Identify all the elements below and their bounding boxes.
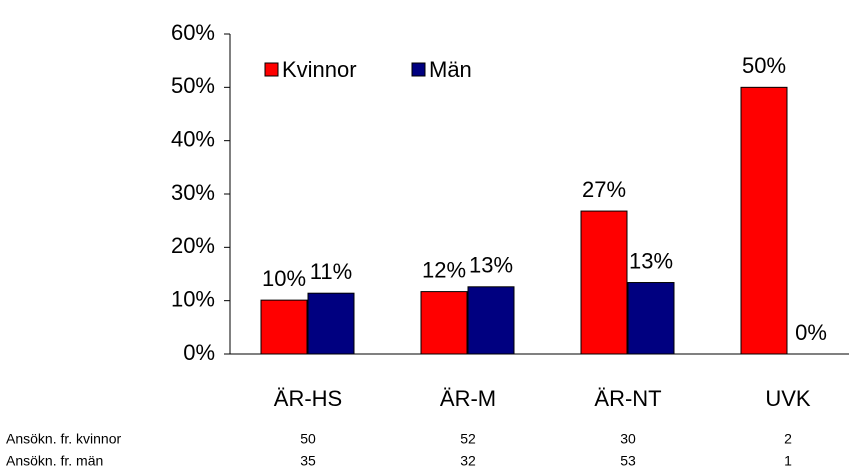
x-tick-label: ÄR-HS bbox=[274, 386, 342, 411]
y-tick-label: 60% bbox=[171, 20, 215, 45]
table-cell: 30 bbox=[620, 431, 636, 447]
legend-swatch bbox=[264, 62, 279, 77]
value-label: 10% bbox=[262, 266, 306, 291]
x-tick-label: UVK bbox=[765, 386, 811, 411]
value-label: 13% bbox=[629, 248, 673, 273]
value-label: 50% bbox=[742, 53, 786, 78]
table-cell: 32 bbox=[460, 453, 476, 469]
table-cell: 50 bbox=[300, 431, 316, 447]
legend-label: Kvinnor bbox=[282, 57, 357, 82]
x-tick-label: ÄR-M bbox=[440, 386, 496, 411]
y-tick-label: 30% bbox=[171, 180, 215, 205]
y-tick-label: 0% bbox=[183, 340, 215, 365]
legend-swatch bbox=[411, 62, 426, 77]
table-row-label: Ansökn. fr. kvinnor bbox=[6, 431, 122, 447]
bar bbox=[307, 292, 355, 355]
value-label: 0% bbox=[795, 320, 827, 345]
value-label: 13% bbox=[469, 253, 513, 278]
table-cell: 2 bbox=[784, 431, 792, 447]
bar bbox=[420, 291, 468, 355]
y-tick-label: 50% bbox=[171, 73, 215, 98]
y-tick-label: 10% bbox=[171, 286, 215, 311]
bar bbox=[627, 282, 675, 355]
table-row-label: Ansökn. fr. män bbox=[6, 453, 103, 469]
bar bbox=[260, 299, 308, 355]
bar bbox=[740, 86, 788, 355]
table-cell: 53 bbox=[620, 453, 636, 469]
table-cell: 35 bbox=[300, 453, 316, 469]
table-cell: 52 bbox=[460, 431, 476, 447]
value-label: 11% bbox=[310, 259, 352, 284]
bar bbox=[580, 210, 628, 355]
x-tick-label: ÄR-NT bbox=[594, 386, 661, 411]
y-tick-label: 20% bbox=[171, 233, 215, 258]
value-label: 27% bbox=[582, 177, 626, 202]
y-tick-label: 40% bbox=[171, 126, 215, 151]
legend-label: Män bbox=[429, 57, 472, 82]
value-label: 12% bbox=[422, 257, 466, 282]
table-cell: 1 bbox=[784, 453, 792, 469]
bar bbox=[467, 286, 515, 355]
